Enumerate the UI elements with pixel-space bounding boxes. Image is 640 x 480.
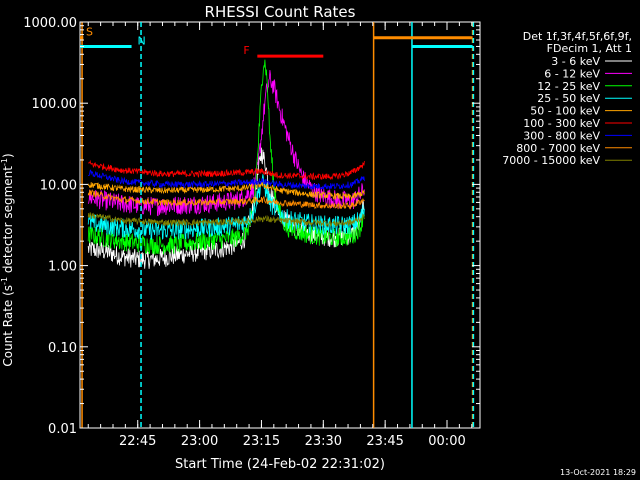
series-6-12-kev-kev-line xyxy=(87,69,365,217)
legend-header: FDecim 1, Att 1 xyxy=(547,42,632,55)
legend: Det 1f,3f,4f,5f,6f,9f,FDecim 1, Att 13 -… xyxy=(502,30,632,167)
legend-entry-label: 12 - 25 keV xyxy=(537,80,600,93)
series-trace xyxy=(87,169,365,190)
y-axis-label-part: detector segment xyxy=(1,166,15,277)
series-3-6-kev-kev-line xyxy=(87,147,365,269)
x-axis-label: Start Time (24-Feb-02 22:31:02) xyxy=(175,457,385,472)
series-7000-15000-kev-kev-line xyxy=(87,212,365,228)
y-axis-label-part: ) xyxy=(1,153,15,158)
y-axis-label: Count Rate (s-1 detector segment-1) xyxy=(0,153,15,366)
flag-label: F xyxy=(243,44,249,57)
plot-frame xyxy=(79,21,481,429)
footer-date: 13-Oct-2021 18:29 xyxy=(560,468,636,477)
x-tick-label: 23:45 xyxy=(366,434,403,449)
series-trace xyxy=(87,147,365,269)
legend-entry-label: 100 - 300 keV xyxy=(523,117,600,130)
x-tick-label: 23:15 xyxy=(243,434,280,449)
x-tick-label: 23:00 xyxy=(181,434,218,449)
chart-title: RHESSI Count Rates xyxy=(205,3,356,21)
series-12-25-kev-kev-line xyxy=(87,59,365,255)
series-trace xyxy=(87,212,365,228)
y-axis-label-sup: -1 xyxy=(0,158,9,166)
series-trace xyxy=(87,189,365,210)
y-tick-label: 100.00 xyxy=(32,97,78,112)
legend-entry-label: 25 - 50 keV xyxy=(537,92,600,105)
series-100-300-kev-kev-line xyxy=(88,159,365,181)
legend-entry-label: 50 - 100 keV xyxy=(530,105,600,118)
y-tick-label: 1000.00 xyxy=(23,16,77,31)
series-trace xyxy=(87,69,365,217)
y-axis-label-part: Count Rate (s xyxy=(1,285,15,367)
legend-entry-label: 3 - 6 keV xyxy=(551,55,600,68)
legend-entry-label: 300 - 800 keV xyxy=(523,129,600,142)
y-tick-label: 1.00 xyxy=(48,260,77,275)
series-25-50-kev-kev-line xyxy=(87,174,365,240)
x-tick-label: 00:00 xyxy=(428,434,465,449)
legend-entry-label: 800 - 7000 keV xyxy=(516,142,600,155)
x-tick-label: 22:45 xyxy=(119,434,156,449)
legend-entry-label: 6 - 12 keV xyxy=(544,67,600,80)
y-tick-label: 0.01 xyxy=(48,422,77,437)
x-tick-label: 23:30 xyxy=(305,434,342,449)
series-trace xyxy=(88,159,365,181)
series-800-7000-kev-kev-line xyxy=(87,189,365,210)
series-trace xyxy=(87,59,365,255)
legend-header: Det 1f,3f,4f,5f,6f,9f, xyxy=(523,30,632,43)
plot-area: S N F 1000.00 100.00 10.00 1.00 0.10 0.01 22:45 23… xyxy=(23,16,481,449)
y-axis-label-sup: -1 xyxy=(0,277,9,285)
legend-entry-label: 7000 - 15000 keV xyxy=(502,154,600,167)
y-tick-label: 10.00 xyxy=(40,178,77,193)
series-trace xyxy=(87,181,365,201)
series-50-100-kev-kev-line xyxy=(87,181,365,201)
y-tick-label: 0.10 xyxy=(48,341,77,356)
flag-label: N xyxy=(138,34,146,47)
flag-label: S xyxy=(86,26,93,39)
series-300-800-kev-kev-line xyxy=(87,169,365,190)
series-trace xyxy=(87,174,365,240)
